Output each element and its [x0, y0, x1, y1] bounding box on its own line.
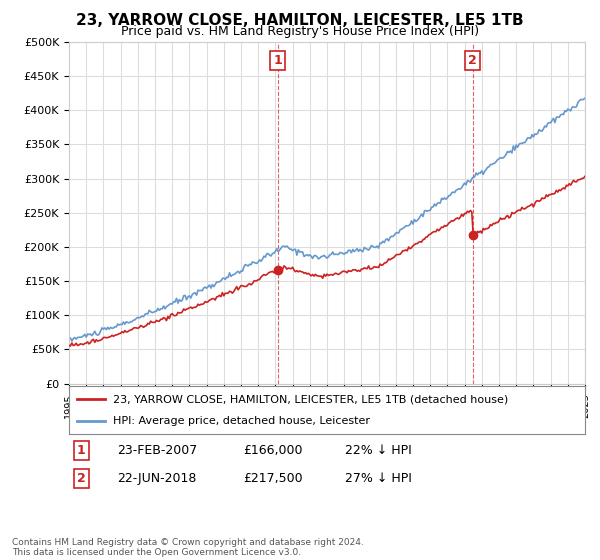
Text: 27% ↓ HPI: 27% ↓ HPI	[345, 472, 412, 486]
Text: 23, YARROW CLOSE, HAMILTON, LEICESTER, LE5 1TB (detached house): 23, YARROW CLOSE, HAMILTON, LEICESTER, L…	[113, 394, 508, 404]
Text: £166,000: £166,000	[243, 444, 302, 458]
Text: £217,500: £217,500	[243, 472, 302, 486]
Text: 23-FEB-2007: 23-FEB-2007	[117, 444, 197, 458]
Text: 23, YARROW CLOSE, HAMILTON, LEICESTER, LE5 1TB: 23, YARROW CLOSE, HAMILTON, LEICESTER, L…	[76, 13, 524, 28]
Text: HPI: Average price, detached house, Leicester: HPI: Average price, detached house, Leic…	[113, 416, 370, 426]
Text: 22% ↓ HPI: 22% ↓ HPI	[345, 444, 412, 458]
Text: 1: 1	[274, 54, 282, 67]
Text: 2: 2	[77, 472, 85, 486]
Text: 2: 2	[469, 54, 477, 67]
Text: Contains HM Land Registry data © Crown copyright and database right 2024.
This d: Contains HM Land Registry data © Crown c…	[12, 538, 364, 557]
Text: Price paid vs. HM Land Registry's House Price Index (HPI): Price paid vs. HM Land Registry's House …	[121, 25, 479, 38]
Text: 1: 1	[77, 444, 85, 458]
Text: 22-JUN-2018: 22-JUN-2018	[117, 472, 196, 486]
